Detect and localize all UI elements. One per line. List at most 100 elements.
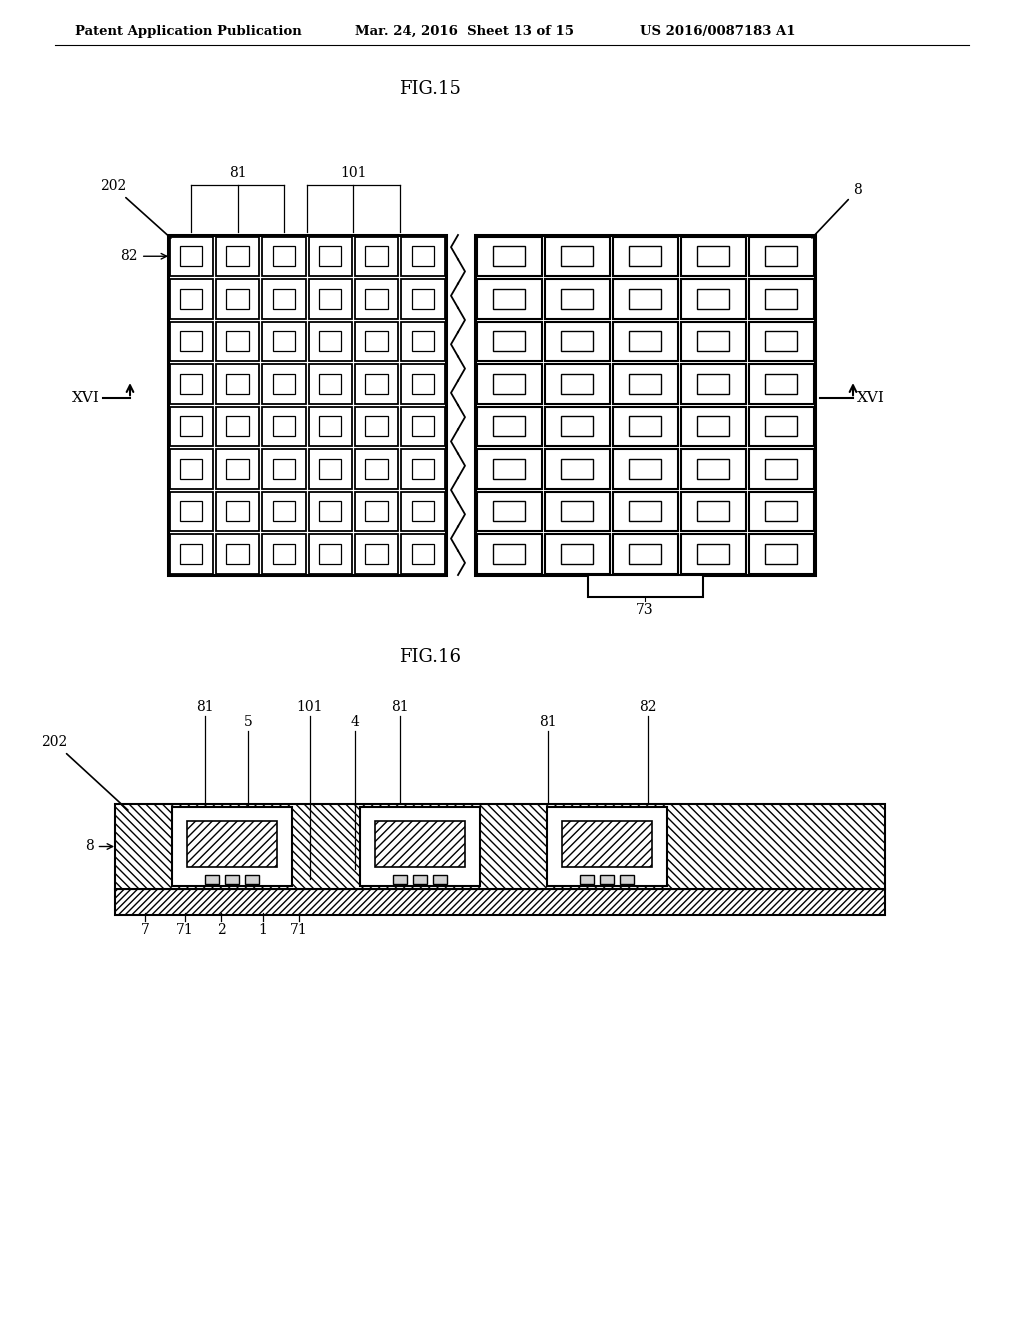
- Bar: [580, 875, 594, 884]
- Text: 8: 8: [812, 183, 862, 238]
- Bar: [262, 279, 305, 318]
- Bar: [749, 279, 813, 318]
- Bar: [226, 544, 249, 564]
- Bar: [319, 544, 341, 564]
- Bar: [355, 449, 398, 488]
- Text: 71: 71: [290, 923, 308, 937]
- Bar: [612, 236, 678, 276]
- Text: 8: 8: [85, 840, 113, 854]
- Bar: [629, 331, 662, 351]
- Text: US 2016/0087183 A1: US 2016/0087183 A1: [640, 25, 796, 38]
- Bar: [476, 236, 542, 276]
- Bar: [600, 875, 614, 884]
- Bar: [696, 246, 729, 267]
- Bar: [749, 535, 813, 573]
- Bar: [413, 875, 427, 884]
- Text: 5: 5: [244, 715, 252, 729]
- Bar: [262, 449, 305, 488]
- Bar: [401, 322, 444, 360]
- Bar: [272, 331, 295, 351]
- Bar: [319, 458, 341, 479]
- Bar: [187, 821, 278, 866]
- Bar: [180, 458, 203, 479]
- Bar: [355, 279, 398, 318]
- Bar: [412, 502, 434, 521]
- Bar: [696, 458, 729, 479]
- Bar: [308, 322, 352, 360]
- Bar: [629, 416, 662, 437]
- Bar: [696, 289, 729, 309]
- Bar: [180, 289, 203, 309]
- Bar: [205, 875, 219, 884]
- Bar: [272, 416, 295, 437]
- Bar: [366, 331, 388, 351]
- Bar: [170, 407, 213, 446]
- Bar: [561, 331, 593, 351]
- Text: Patent Application Publication: Patent Application Publication: [75, 25, 302, 38]
- Bar: [749, 449, 813, 488]
- Bar: [272, 458, 295, 479]
- Bar: [216, 279, 259, 318]
- Bar: [476, 407, 542, 446]
- Bar: [765, 246, 798, 267]
- Bar: [612, 449, 678, 488]
- Bar: [476, 279, 542, 318]
- Bar: [629, 502, 662, 521]
- Bar: [170, 449, 213, 488]
- Bar: [629, 544, 662, 564]
- Text: FIG.15: FIG.15: [399, 81, 461, 98]
- Bar: [749, 322, 813, 360]
- Bar: [476, 535, 542, 573]
- Bar: [272, 544, 295, 564]
- Bar: [476, 322, 542, 360]
- Bar: [765, 544, 798, 564]
- Bar: [629, 246, 662, 267]
- Bar: [226, 289, 249, 309]
- Bar: [115, 804, 885, 888]
- Bar: [476, 364, 542, 404]
- Text: 202: 202: [41, 735, 128, 810]
- Bar: [360, 807, 480, 886]
- Bar: [696, 416, 729, 437]
- Bar: [765, 416, 798, 437]
- Bar: [319, 416, 341, 437]
- Text: 82: 82: [639, 700, 656, 714]
- Bar: [612, 535, 678, 573]
- Bar: [696, 544, 729, 564]
- Bar: [180, 246, 203, 267]
- Bar: [180, 502, 203, 521]
- Bar: [612, 407, 678, 446]
- Bar: [545, 407, 609, 446]
- Bar: [308, 491, 352, 531]
- Bar: [696, 502, 729, 521]
- Bar: [545, 449, 609, 488]
- Text: FIG.16: FIG.16: [399, 648, 461, 667]
- Bar: [545, 364, 609, 404]
- Bar: [226, 246, 249, 267]
- Bar: [319, 331, 341, 351]
- Bar: [170, 491, 213, 531]
- Bar: [262, 407, 305, 446]
- Bar: [355, 535, 398, 573]
- Bar: [433, 875, 447, 884]
- Bar: [476, 449, 542, 488]
- Bar: [681, 535, 745, 573]
- Bar: [401, 535, 444, 573]
- Bar: [226, 416, 249, 437]
- Bar: [401, 491, 444, 531]
- Bar: [272, 374, 295, 393]
- Bar: [319, 246, 341, 267]
- Bar: [168, 235, 446, 576]
- Bar: [366, 502, 388, 521]
- Bar: [216, 407, 259, 446]
- Text: 81: 81: [540, 715, 557, 729]
- Bar: [216, 364, 259, 404]
- Bar: [681, 449, 745, 488]
- Text: 101: 101: [297, 700, 324, 714]
- Text: 4: 4: [350, 715, 359, 729]
- Bar: [401, 236, 444, 276]
- Text: 81: 81: [228, 166, 247, 180]
- Bar: [366, 289, 388, 309]
- Bar: [561, 374, 593, 393]
- Bar: [115, 888, 885, 915]
